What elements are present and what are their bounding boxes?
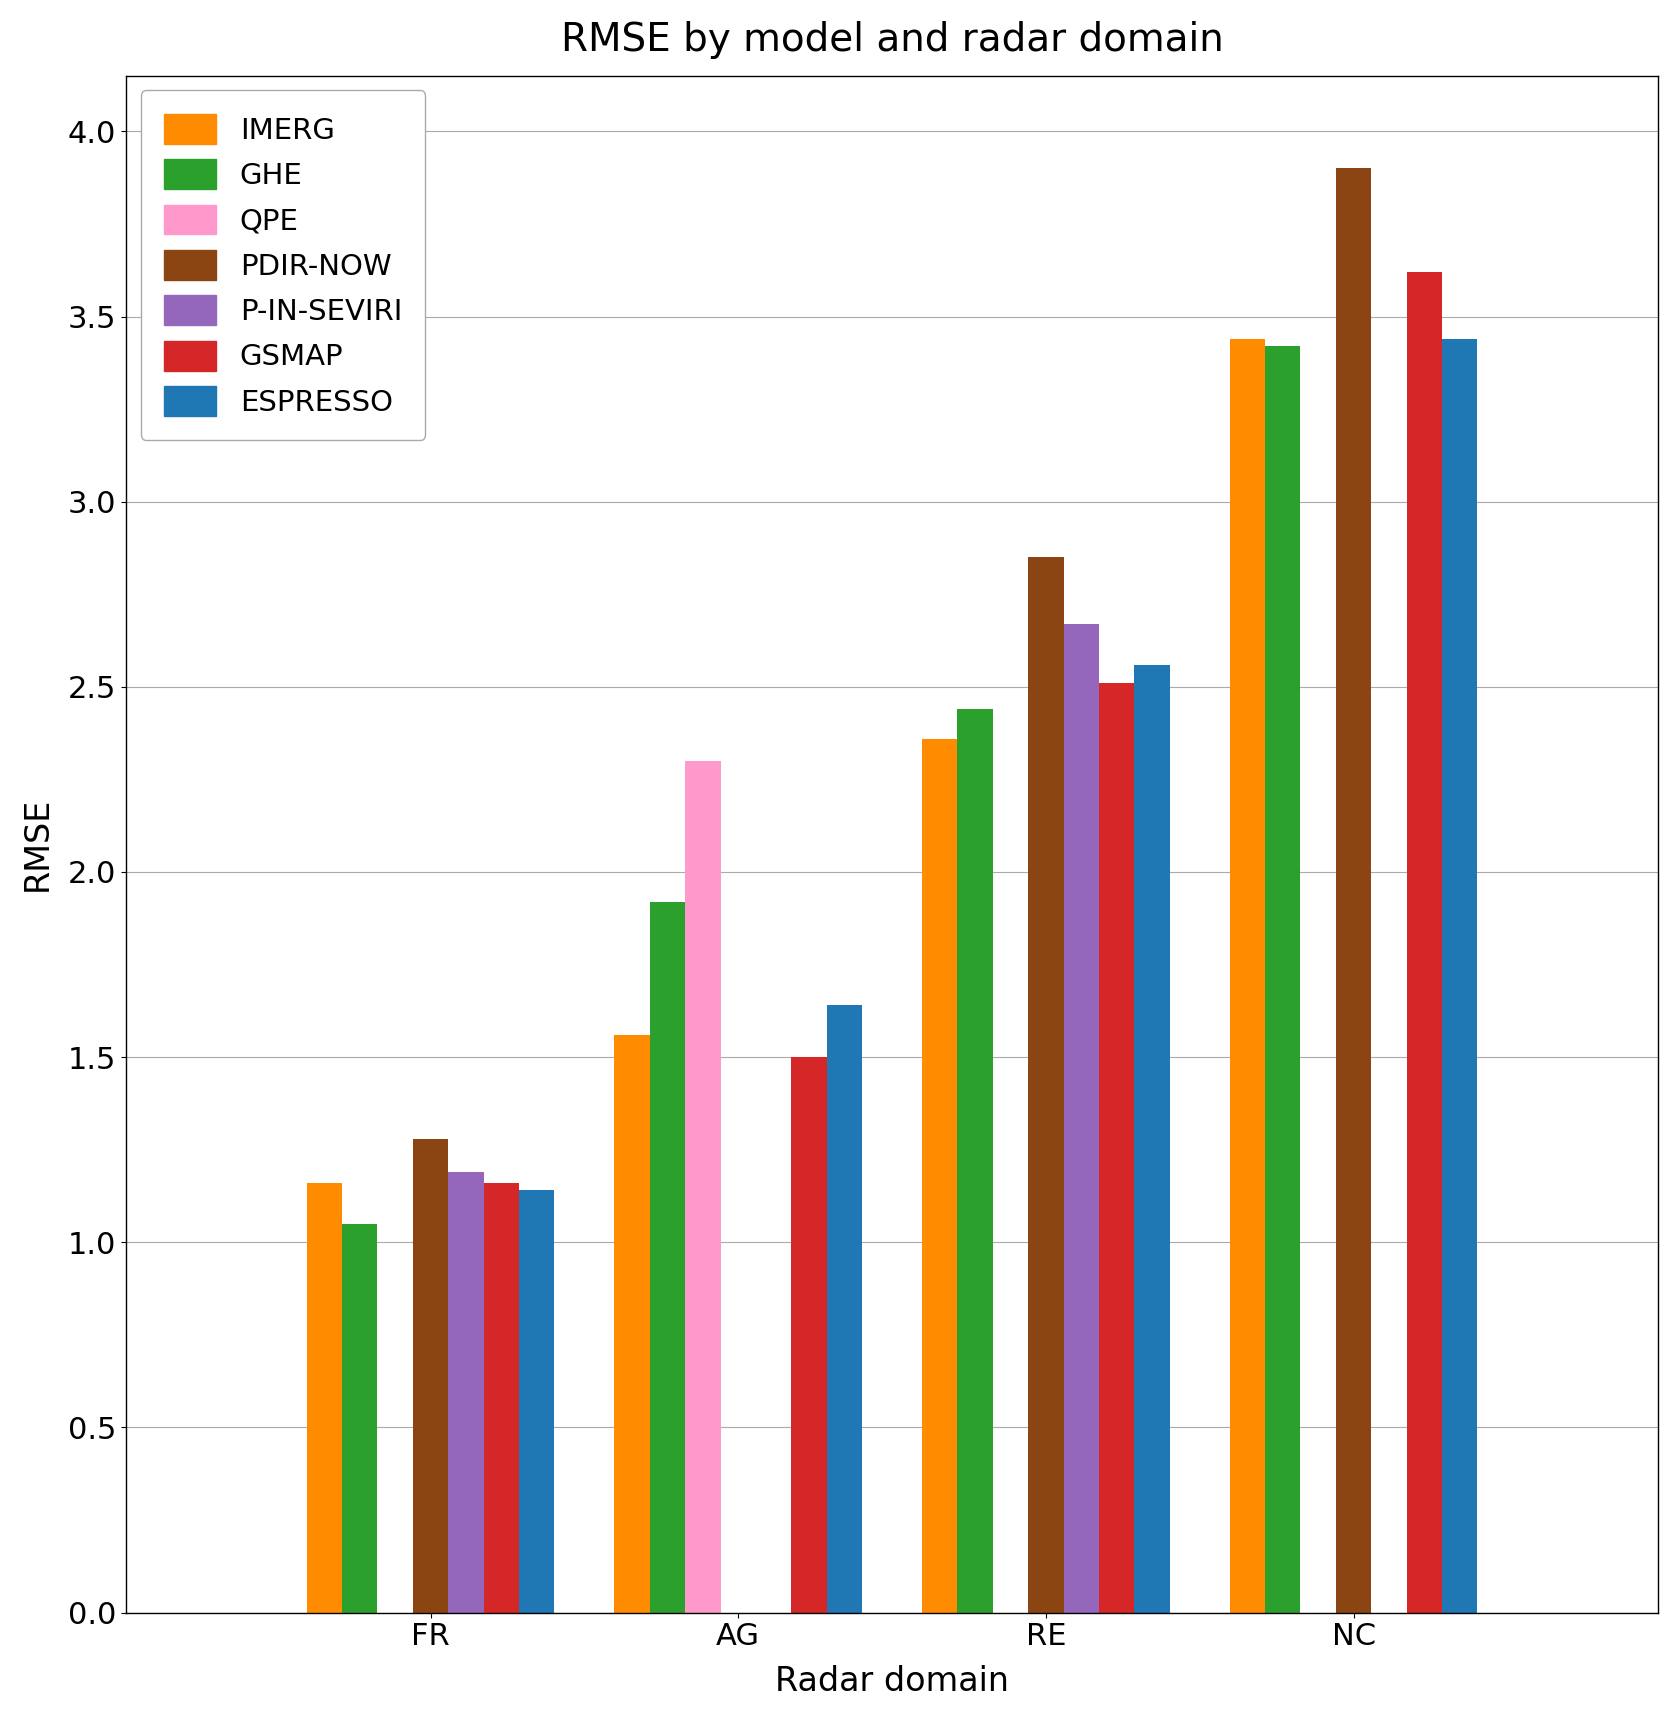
Bar [685,762,720,1612]
Bar [1336,168,1372,1612]
Bar [1229,339,1264,1612]
Bar [448,1172,484,1612]
Bar [826,1006,861,1612]
Legend: IMERG, GHE, QPE, PDIR-NOW, P-IN-SEVIRI, GSMAP, ESPRESSO: IMERG, GHE, QPE, PDIR-NOW, P-IN-SEVIRI, … [141,91,425,440]
Bar [519,1191,554,1612]
Bar [1063,624,1100,1612]
Bar [413,1138,448,1612]
Bar [1442,339,1478,1612]
Bar [1028,557,1063,1612]
Bar [922,739,957,1612]
Bar [1100,682,1135,1612]
Bar [615,1035,650,1612]
X-axis label: Radar domain: Radar domain [776,1666,1009,1698]
Bar [1135,665,1170,1612]
Bar [957,708,992,1612]
Bar [484,1183,519,1612]
Bar [791,1057,826,1612]
Y-axis label: RMSE: RMSE [20,798,54,892]
Bar [1264,346,1301,1612]
Title: RMSE by model and radar domain: RMSE by model and radar domain [561,21,1224,58]
Bar [650,901,685,1612]
Bar [307,1183,343,1612]
Bar [1407,272,1442,1612]
Bar [343,1224,378,1612]
